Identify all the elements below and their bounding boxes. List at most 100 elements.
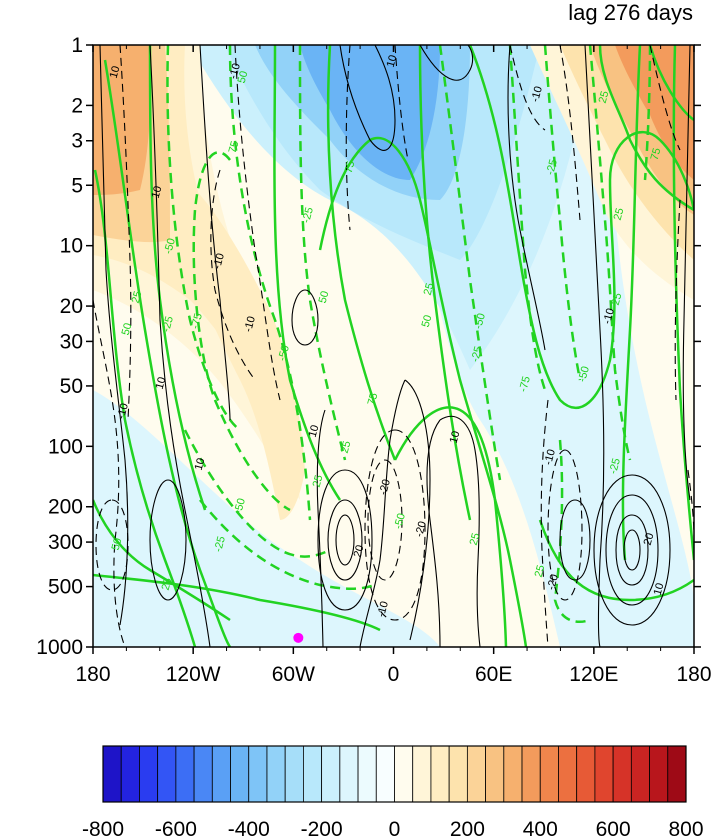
green-contour-dashed-line: [183, 429, 331, 558]
contour-label: 10: [652, 582, 667, 597]
negative-peak: [300, 45, 440, 180]
black-contour-line: [291, 289, 319, 346]
colorbar-box: [667, 745, 687, 803]
y-tick-label: 200: [48, 496, 83, 519]
contour-label: 50: [110, 537, 125, 552]
green-contour-line: [648, 45, 694, 122]
contour-label: 20: [642, 532, 657, 547]
contour-label: 10: [150, 185, 165, 200]
contour-label: -25: [607, 457, 623, 475]
contour-label: 10: [154, 376, 169, 391]
positive-mid-level: [185, 180, 305, 520]
black-contour-dashed-line: [95, 499, 129, 591]
contour-label: -10: [242, 315, 258, 333]
contour-label: -25: [544, 158, 560, 176]
contour-labels: 10 -10 10 -10 10 -10 -10 10 -10 10 10 10 -10 -10 -20 20…: [108, 54, 667, 619]
green-contour-line: [418, 45, 472, 521]
colorbar-label: -800: [82, 818, 124, 838]
contour-label: 25: [533, 564, 548, 579]
y-tick-label: 10: [60, 235, 83, 258]
colorbar-box: [357, 745, 377, 803]
contour-label: 25: [311, 474, 326, 489]
contour-label: -50: [232, 497, 248, 515]
black-contour-dashed-line: [547, 449, 583, 601]
black-contour-line: [682, 45, 691, 501]
contour-label: 25: [130, 290, 145, 305]
contour-label: -75: [189, 312, 205, 330]
black-contour-dashed-line: [509, 45, 546, 131]
green-contour-dashed-line: [298, 45, 347, 461]
contour-label: -10: [375, 600, 391, 618]
x-tick-label: 120W: [166, 663, 221, 686]
y-tick-label: 100: [48, 435, 83, 458]
green-contour-line: [393, 406, 508, 647]
contour-label: -10: [115, 402, 131, 420]
x-tick-label: 60W: [272, 663, 315, 686]
green-contour-dashed-line: [508, 45, 547, 391]
colorbar-box: [230, 745, 250, 803]
black-contour-line: [199, 45, 231, 421]
green-contour-dashed-line: [228, 45, 312, 521]
y-tick-label: 300: [48, 531, 83, 554]
contour-label: 10: [385, 54, 400, 69]
black-contour-dashed-line: [234, 45, 281, 401]
x-tick-label: 60E: [475, 663, 512, 686]
colorbar-box: [649, 745, 669, 803]
x-tick-label: 120E: [569, 663, 618, 686]
contour-label: 25: [339, 440, 354, 455]
colorbar-box: [612, 745, 632, 803]
black-contour-line: [335, 514, 355, 566]
contour-label: 20: [352, 544, 367, 559]
green-contour-dashed-line: [166, 45, 241, 432]
contour-label: 50: [317, 290, 332, 305]
black-contour-dashed-line: [367, 459, 403, 581]
green-contour-line: [93, 499, 231, 622]
green-contour-line: [93, 169, 197, 647]
black-contour-line: [149, 479, 187, 601]
green-contour-line: [103, 59, 232, 647]
colorbar-box: [120, 745, 140, 803]
green-contour-line: [326, 45, 397, 461]
x-tick-label: 0: [388, 663, 400, 686]
colorbar-label: 600: [596, 818, 631, 838]
contour-label: -20: [545, 573, 561, 591]
colorbar-label: 800: [668, 818, 703, 838]
contour-label: -50: [276, 344, 292, 362]
contour-label: 10: [307, 424, 322, 439]
black-contour-dashed-line: [93, 299, 126, 647]
green-contour-dashed-line: [553, 439, 591, 624]
black-contour-dashed-line: [649, 45, 681, 151]
contour-label: -20: [377, 478, 393, 496]
black-contour-line: [615, 514, 649, 586]
black-contour-line: [507, 45, 546, 351]
contour-label: -25: [469, 345, 485, 363]
contour-label: -10: [601, 307, 617, 325]
colorbar-box: [394, 745, 414, 803]
y-axis: 1 2 3 5 10 20 30 50 100 200 300 500 1000: [36, 34, 701, 659]
green-contour-line: [598, 45, 694, 212]
colorbar-box: [430, 745, 450, 803]
black-contour-line: [316, 409, 326, 647]
green-contour-dashed-line: [543, 45, 582, 381]
y-tick-label: 30: [60, 330, 83, 353]
green-contour-dashed-line: [643, 45, 652, 181]
black-contour-line: [605, 494, 659, 606]
black-contour-dashed-line: [345, 45, 351, 231]
green-contour-dashed-line: [192, 151, 291, 512]
contour-label: -25: [160, 315, 176, 333]
colorbar-box: [466, 745, 486, 803]
black-contour-dashed-line: [210, 169, 256, 381]
y-tick-label: 50: [60, 375, 83, 398]
contour-label: -10: [542, 448, 558, 466]
colorbar-box: [558, 745, 578, 803]
colorbar-box: [539, 745, 559, 803]
black-contour-line: [339, 45, 396, 151]
contour-label: 10: [193, 457, 208, 472]
colorbar-frame: [102, 745, 687, 803]
colorbar-box: [102, 745, 122, 803]
black-contour-line: [439, 415, 481, 647]
contour-label: 25: [468, 532, 483, 547]
colorbar-box: [321, 745, 341, 803]
colorbar-box: [412, 745, 432, 803]
